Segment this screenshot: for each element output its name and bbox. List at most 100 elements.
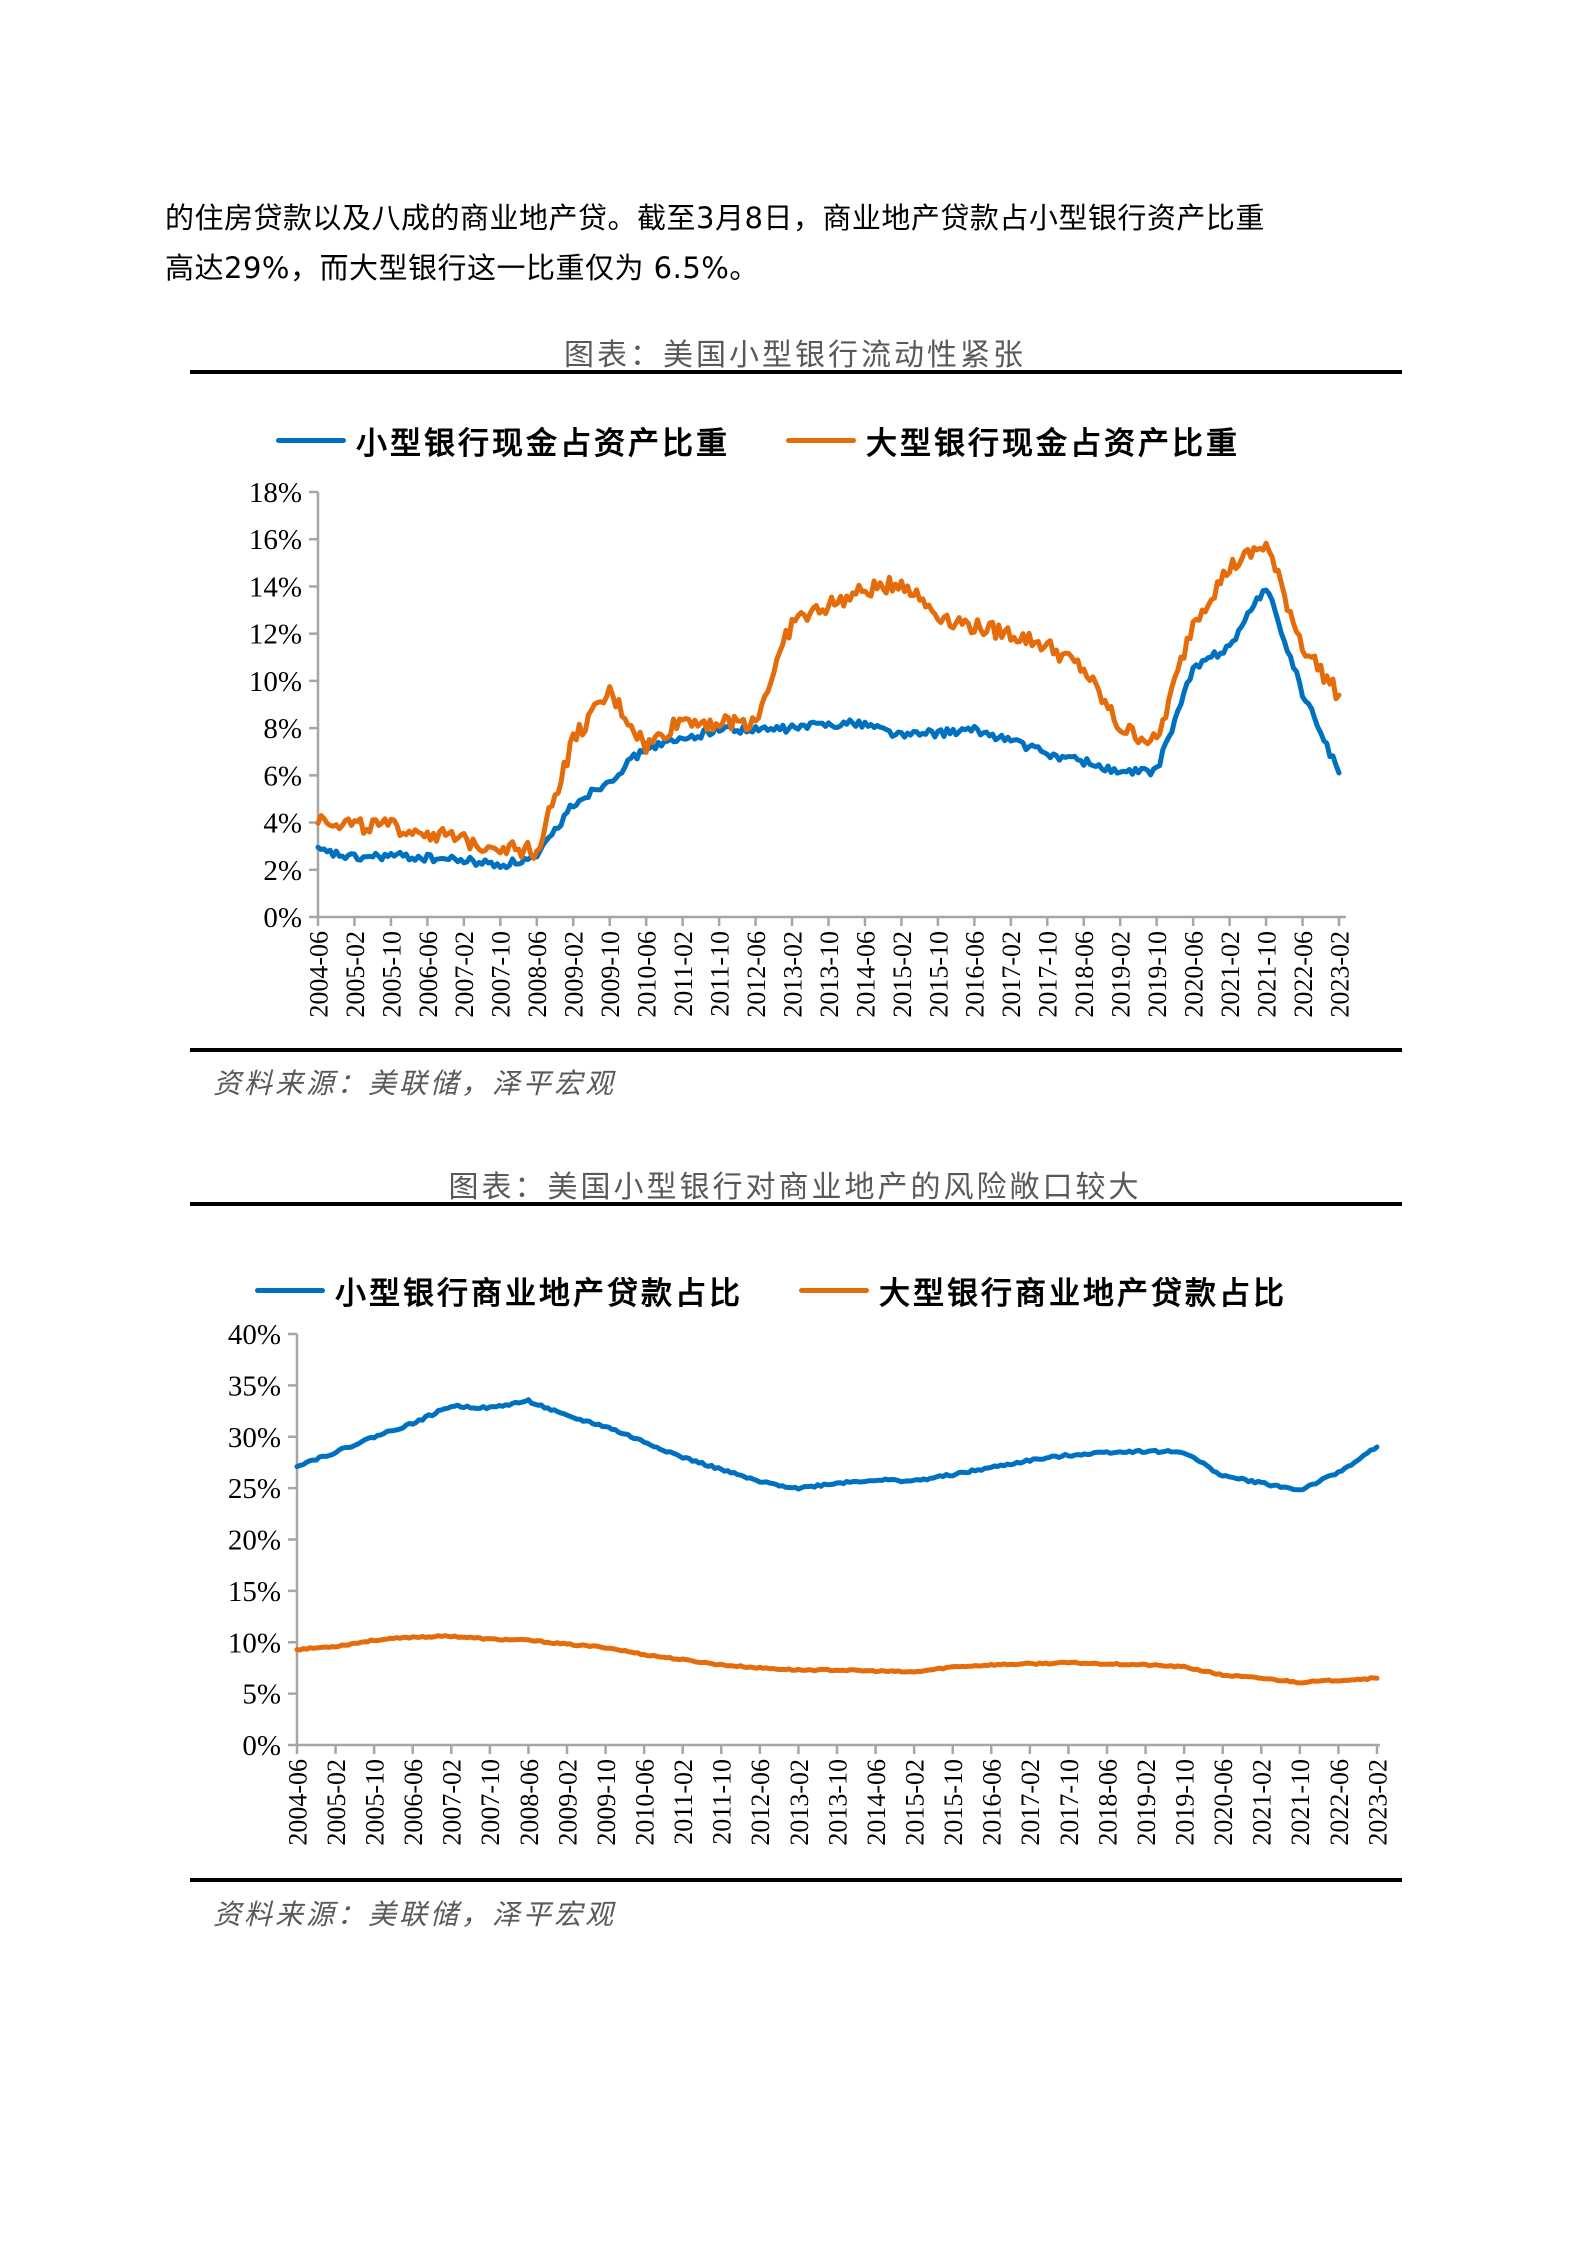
x-tick-label: 2009-10	[596, 931, 625, 1018]
x-tick-label: 2017-02	[997, 931, 1026, 1018]
figure1-source: 资料来源：美联储，泽平宏观	[213, 1067, 617, 1100]
y-tick-label: 12%	[249, 619, 302, 651]
legend-label: 小型银行商业地产贷款占比	[335, 1276, 743, 1312]
x-tick-label: 2019-02	[1132, 1759, 1161, 1846]
y-tick-label: 18%	[249, 477, 302, 509]
x-tick-label: 2014-06	[851, 931, 880, 1018]
x-tick-label: 2018-06	[1093, 1759, 1122, 1846]
x-tick-label: 2007-10	[476, 1759, 505, 1846]
y-tick-label: 10%	[228, 1627, 281, 1659]
y-tick-label: 4%	[263, 808, 302, 840]
x-tick-label: 2011-10	[708, 1759, 737, 1845]
y-tick-label: 20%	[228, 1525, 281, 1557]
figure1-chart: 0%2%4%6%8%10%12%14%16%18%2004-06 2005-02 2…	[249, 477, 1355, 1018]
series-line	[315, 587, 1342, 871]
x-tick-label: 2023-02	[1363, 1759, 1392, 1846]
x-tick-label: 2021-02	[1216, 931, 1245, 1018]
y-tick-label: 30%	[228, 1422, 281, 1454]
series-line	[294, 1397, 1380, 1493]
x-tick-label: 2012-06	[746, 1759, 775, 1846]
x-tick-label: 2015-02	[888, 931, 917, 1018]
x-tick-label: 2013-02	[778, 931, 807, 1018]
y-tick-label: 25%	[228, 1473, 281, 1505]
y-tick-label: 40%	[228, 1319, 281, 1351]
figure2-legend: 小型银行商业地产贷款占比 大型银行商业地产贷款占比	[255, 1268, 1343, 1313]
x-tick-label: 2006-06	[414, 931, 443, 1018]
x-tick-label: 2019-10	[1171, 1759, 1200, 1846]
x-tick-label: 2015-10	[939, 1759, 968, 1846]
x-tick-label: 2009-02	[560, 931, 589, 1018]
x-tick-label: 2009-10	[592, 1759, 621, 1846]
figure2-chart: 0% 5% 10% 15% 20% 25% 30% 35% 40% 2004-06 2005-02 2…	[228, 1319, 1393, 1846]
legend-swatch-orange	[786, 438, 856, 443]
legend-item-large-bank: 大型银行商业地产贷款占比	[799, 1268, 1287, 1313]
y-tick-label: 5%	[242, 1679, 281, 1711]
x-tick-label: 2019-10	[1143, 931, 1172, 1018]
legend-item-large-bank: 大型银行现金占资产比重	[786, 418, 1240, 463]
x-tick-label: 2005-10	[377, 931, 406, 1018]
figure2-bottom-rule	[190, 1878, 1402, 1882]
legend-item-small-bank: 小型银行现金占资产比重	[276, 418, 730, 463]
x-tick-label: 2022-06	[1325, 1759, 1354, 1846]
x-tick-label: 2005-02	[322, 1759, 351, 1846]
x-tick-label: 2016-06	[978, 1759, 1007, 1846]
x-tick-label: 2007-02	[438, 1759, 467, 1846]
x-tick-label: 2017-10	[1034, 931, 1063, 1018]
y-tick-label: 35%	[228, 1370, 281, 1402]
x-tick-label: 2009-02	[553, 1759, 582, 1846]
x-tick-label: 2016-06	[961, 931, 990, 1018]
x-tick-label: 2007-02	[450, 931, 479, 1018]
x-tick-label: 2017-02	[1016, 1759, 1045, 1846]
x-tick-label: 2010-06	[631, 1759, 660, 1846]
y-tick-label: 8%	[263, 713, 302, 745]
legend-item-small-bank: 小型银行商业地产贷款占比	[255, 1268, 743, 1313]
figure2-title: 图表：美国小型银行对商业地产的风险敞口较大	[448, 1170, 1142, 1205]
x-tick-label: 2015-02	[901, 1759, 930, 1846]
figure1-bottom-rule	[190, 1048, 1402, 1052]
y-tick-label: 2%	[263, 855, 302, 887]
y-tick-label: 14%	[249, 571, 302, 603]
x-tick-label: 2018-06	[1070, 931, 1099, 1018]
y-tick-label: 15%	[228, 1576, 281, 1608]
x-tick-label: 2007-10	[487, 931, 516, 1018]
x-tick-label: 2021-10	[1286, 1759, 1315, 1846]
x-tick-label: 2012-06	[742, 931, 771, 1018]
legend-label: 小型银行现金占资产比重	[356, 426, 730, 462]
paragraph-line-2: 高达29%，而大型银行这一比重仅为 6.5%。	[165, 251, 759, 285]
figure1-top-rule	[190, 370, 1402, 374]
figure2-source: 资料来源：美联储，泽平宏观	[213, 1898, 617, 1931]
x-tick-label: 2014-06	[862, 1759, 891, 1846]
y-tick-label: 6%	[263, 760, 302, 792]
y-tick-label: 16%	[249, 524, 302, 556]
x-tick-label: 2006-06	[399, 1759, 428, 1846]
x-tick-label: 2020-06	[1209, 1759, 1238, 1846]
series-line	[315, 540, 1342, 861]
x-tick-label: 2011-02	[669, 931, 698, 1017]
x-tick-label: 2013-02	[785, 1759, 814, 1846]
y-tick-label: 0%	[263, 902, 302, 934]
legend-label: 大型银行现金占资产比重	[866, 426, 1240, 462]
figure2-top-rule	[190, 1202, 1402, 1206]
x-tick-label: 2005-02	[341, 931, 370, 1018]
legend-swatch-blue	[255, 1288, 325, 1293]
x-tick-label: 2021-10	[1252, 931, 1281, 1018]
x-tick-label: 2020-06	[1180, 931, 1209, 1018]
legend-swatch-blue	[276, 438, 346, 443]
x-tick-label: 2004-06	[304, 931, 333, 1018]
x-tick-label: 2013-10	[823, 1759, 852, 1846]
x-tick-label: 2011-02	[669, 1759, 698, 1845]
x-tick-label: 2008-06	[515, 1759, 544, 1846]
x-tick-label: 2021-02	[1248, 1759, 1277, 1846]
paragraph-line-1: 的住房贷款以及八成的商业地产贷。截至3月8日，商业地产贷款占小型银行资产比重	[165, 201, 1265, 235]
x-tick-label: 2004-06	[283, 1759, 312, 1846]
x-tick-label: 2011-10	[705, 931, 734, 1017]
x-tick-label: 2013-10	[815, 931, 844, 1018]
figure1-legend: 小型银行现金占资产比重 大型银行现金占资产比重	[276, 418, 1296, 463]
y-tick-label: 0%	[242, 1730, 281, 1762]
x-tick-label: 2008-06	[523, 931, 552, 1018]
y-tick-label: 10%	[249, 666, 302, 698]
x-tick-label: 2019-02	[1107, 931, 1136, 1018]
x-tick-label: 2022-06	[1289, 931, 1318, 1018]
x-tick-label: 2010-06	[633, 931, 662, 1018]
x-tick-label: 2005-10	[361, 1759, 390, 1846]
